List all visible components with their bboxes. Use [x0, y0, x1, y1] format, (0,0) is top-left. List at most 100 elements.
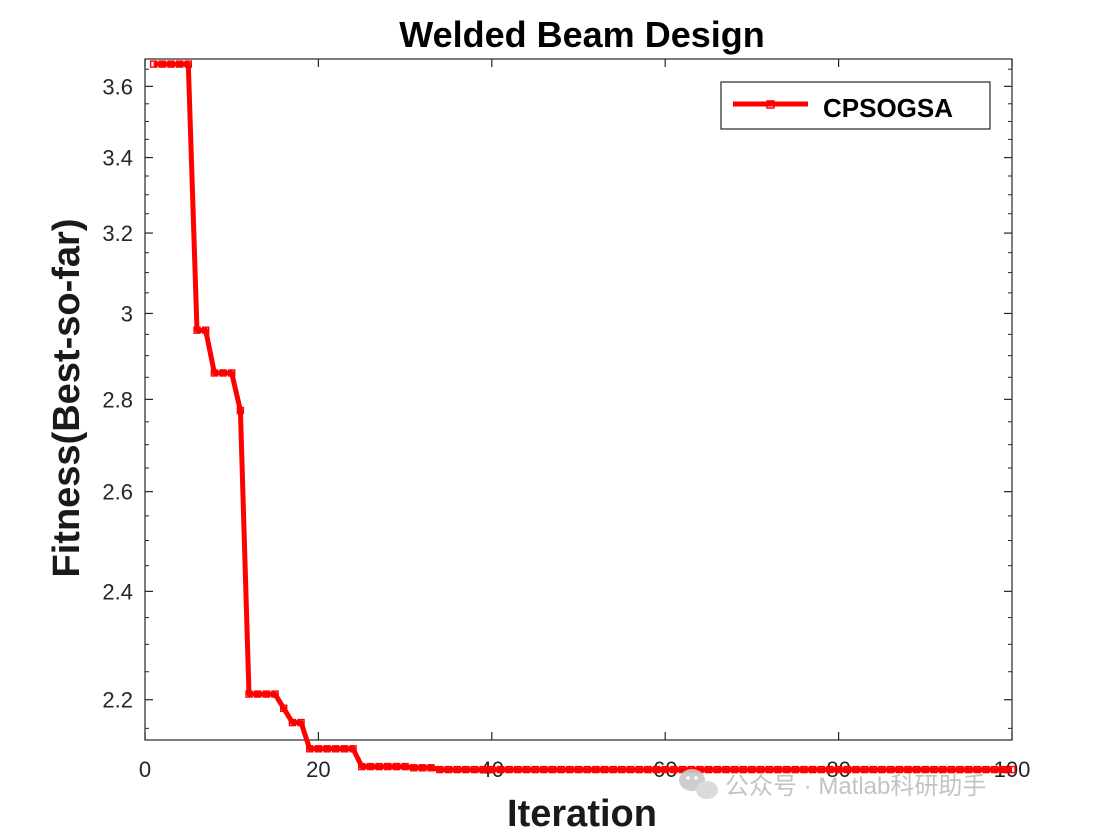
- y-tick-label: 3.6: [102, 74, 133, 99]
- data-point: [149, 60, 158, 68]
- y-tick-label: 2.8: [102, 387, 133, 412]
- data-point: [470, 765, 479, 774]
- data-point: [366, 762, 375, 771]
- data-point: [834, 765, 843, 774]
- data-point: [973, 765, 982, 774]
- data-point: [938, 765, 947, 774]
- data-point: [618, 765, 626, 774]
- data-point: [947, 765, 956, 774]
- data-point: [626, 765, 635, 774]
- data-point: [730, 765, 739, 774]
- data-point: [358, 762, 366, 771]
- data-point: [314, 745, 323, 753]
- data-point: [531, 765, 539, 774]
- data-point: [644, 765, 652, 774]
- data-point: [852, 765, 860, 774]
- data-point: [262, 690, 271, 698]
- data-point: [964, 765, 973, 774]
- data-point: [982, 765, 990, 774]
- y-axis-label: Fitness(Best-so-far): [46, 219, 88, 578]
- data-point: [540, 765, 548, 774]
- y-tick-label: 2.4: [102, 579, 133, 604]
- data-point: [748, 765, 756, 774]
- watermark-text: 公众号 · Matlab科研助手: [725, 773, 986, 800]
- data-point: [904, 765, 912, 774]
- data-point: [236, 406, 245, 415]
- y-tick-label: 2.6: [102, 480, 133, 505]
- data-point: [210, 369, 219, 377]
- x-axis-label: Iteration: [507, 793, 657, 829]
- data-point: [826, 765, 834, 774]
- data-point: [479, 765, 487, 774]
- legend-label: CPSOGSA: [823, 93, 953, 123]
- data-point: [557, 765, 565, 774]
- data-point: [488, 765, 496, 774]
- data-point: [340, 745, 349, 753]
- data-point: [219, 369, 227, 377]
- data-point: [349, 745, 357, 753]
- data-point: [332, 745, 340, 753]
- data-point: [323, 745, 331, 753]
- data-point: [583, 765, 591, 774]
- data-point: [860, 765, 869, 774]
- data-point: [661, 765, 669, 774]
- data-point: [566, 765, 574, 774]
- x-tick-label: 20: [306, 757, 330, 782]
- watermark: 公众号 · Matlab科研助手: [679, 769, 986, 800]
- legend: CPSOGSA: [720, 81, 991, 130]
- y-tick-label: 2.2: [102, 688, 133, 713]
- data-point: [956, 765, 964, 774]
- data-point: [436, 765, 444, 774]
- data-point: [297, 718, 305, 727]
- data-point: [514, 765, 522, 774]
- data-point: [392, 762, 401, 771]
- series-line-cpsogsa: [153, 61, 1012, 773]
- data-point: [713, 765, 721, 774]
- data-point: [722, 765, 730, 774]
- data-point: [782, 765, 791, 774]
- data-point: [999, 765, 1008, 774]
- data-point: [401, 762, 409, 771]
- plot-area: [144, 58, 1013, 741]
- data-point: [652, 765, 661, 774]
- data-point: [453, 765, 461, 774]
- data-point: [227, 369, 236, 377]
- data-point: [635, 765, 643, 774]
- data-point: [418, 764, 427, 772]
- data-point: [739, 765, 747, 774]
- legend-marker-swatch: [766, 100, 775, 109]
- chart-title: Welded Beam Design: [399, 14, 764, 55]
- data-point: [791, 765, 799, 774]
- data-point: [912, 765, 921, 774]
- data-point: [306, 745, 314, 753]
- data-point: [522, 765, 531, 774]
- y-tick-label: 3.4: [102, 146, 133, 171]
- y-tick-label: 3.2: [102, 221, 133, 246]
- data-point: [410, 764, 418, 772]
- x-tick-label: 0: [139, 757, 151, 782]
- data-point: [427, 764, 435, 772]
- data-point: [505, 765, 513, 774]
- data-point: [574, 765, 583, 774]
- data-point: [843, 765, 851, 774]
- data-point: [921, 765, 929, 774]
- legend-box: [720, 81, 991, 130]
- data-point: [765, 765, 773, 774]
- data-point: [288, 718, 297, 727]
- data-point: [869, 765, 877, 774]
- data-point: [990, 765, 999, 774]
- data-point: [670, 765, 678, 774]
- data-point: [1008, 765, 1016, 774]
- data-point: [201, 326, 210, 334]
- data-point: [609, 765, 617, 774]
- data-point: [175, 60, 184, 68]
- wechat-icon: [679, 769, 718, 799]
- y-axis: 2.2 2.4 2.6 2.8 3 3.2 3.4 3.6: [102, 68, 1012, 729]
- data-point: [592, 765, 600, 774]
- data-point: [167, 60, 175, 68]
- data-point: [375, 762, 383, 771]
- data-point: [193, 326, 201, 334]
- data-point: [444, 765, 453, 774]
- data-point: [800, 765, 808, 774]
- data-point: [817, 765, 825, 774]
